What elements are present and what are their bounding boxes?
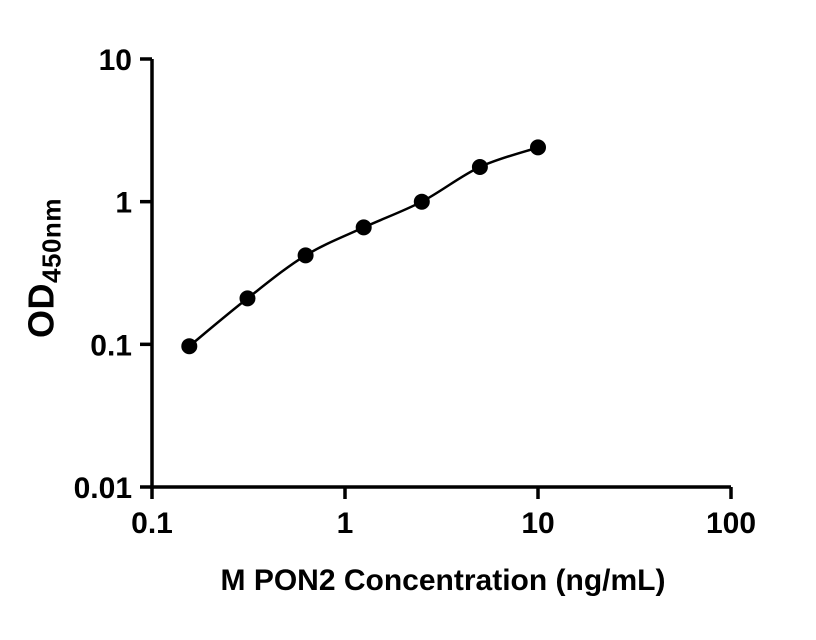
- standard-curve-line: [188, 146, 539, 348]
- data-point: [297, 247, 314, 264]
- y-tick-label: 0.1: [90, 329, 132, 362]
- data-point: [181, 338, 198, 355]
- data-point: [355, 219, 372, 236]
- y-tick-label: 0.01: [74, 472, 132, 505]
- data-point: [239, 290, 256, 307]
- x-tick-label: 0.1: [131, 507, 173, 540]
- y-tick-label: 1: [115, 187, 132, 220]
- data-point: [413, 193, 430, 210]
- x-axis-title: M PON2 Concentration (ng/mL): [220, 564, 666, 597]
- data-point: [530, 139, 546, 156]
- x-tick-label: 1: [337, 507, 354, 540]
- x-tick-label: 10: [521, 507, 554, 540]
- y-axis-title: OD450nm: [21, 198, 68, 338]
- x-tick-label: 100: [706, 507, 756, 540]
- y-axis-title-sub: 450nm: [36, 198, 67, 283]
- y-axis-title-main: OD: [20, 282, 62, 338]
- y-tick-label: 10: [99, 44, 132, 77]
- data-point: [471, 159, 488, 175]
